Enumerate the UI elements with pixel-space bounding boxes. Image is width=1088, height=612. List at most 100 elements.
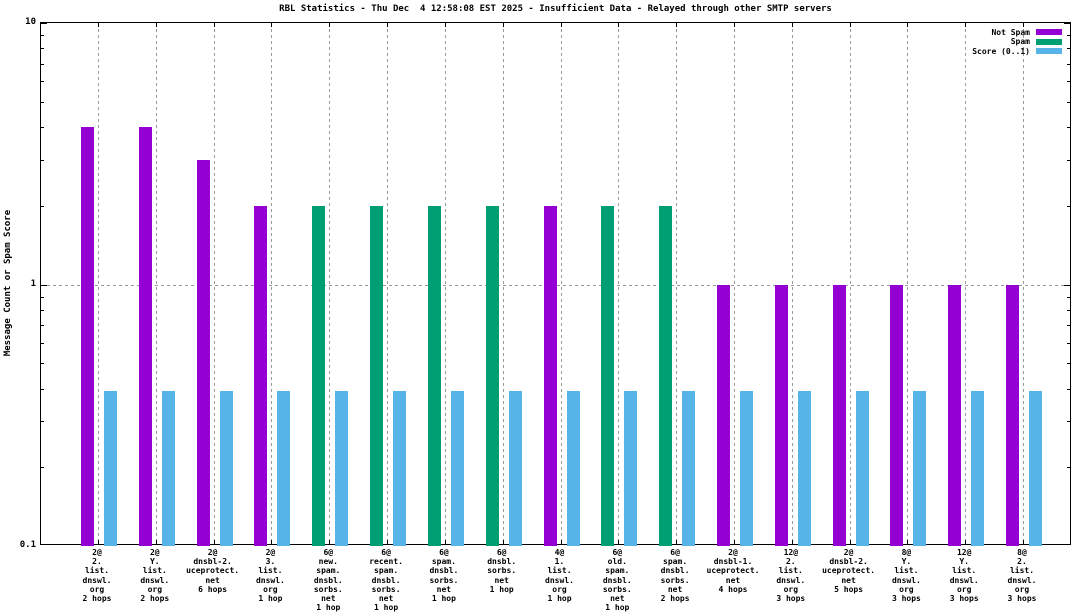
x-tick-bottom: [849, 540, 851, 544]
y-minor-tick: [1067, 35, 1070, 36]
bar-not-spam: [196, 159, 210, 546]
y-minor-tick: [1067, 296, 1070, 298]
y-minor-tick: [1067, 342, 1070, 344]
y-minor-tick: [41, 342, 44, 344]
x-tick-top: [618, 23, 620, 27]
y-minor-tick: [1067, 309, 1070, 311]
y-major-tick: [1064, 544, 1070, 545]
y-minor-tick: [41, 35, 44, 36]
x-tick-label: 2@ 2. list. dnswl. org 2 hops: [82, 548, 112, 604]
y-minor-tick: [1067, 81, 1070, 82]
bar-score: [797, 391, 811, 546]
y-minor-tick: [1067, 101, 1070, 103]
bar-score: [508, 391, 522, 546]
y-tick-label: 1: [30, 278, 36, 289]
x-tick-top: [213, 23, 215, 27]
x-tick-top: [271, 23, 273, 27]
y-minor-tick: [41, 363, 44, 365]
v-gridline: [965, 23, 967, 544]
bar-score: [104, 391, 117, 546]
plot-area: Not Spam Spam Score (0..1): [40, 22, 1071, 546]
legend-swatch-not-spam: [1036, 29, 1062, 35]
x-tick-label: 6@ old. spam. dnsbl. sorbs. net 1 hop: [602, 548, 632, 612]
bar-spam: [312, 205, 326, 546]
bar-spam: [427, 205, 441, 546]
x-tick-top: [502, 23, 504, 27]
legend-label-not-spam: Not Spam: [991, 27, 1030, 37]
x-tick-label: 8@ Y. list. dnswl. org 3 hops: [891, 548, 921, 604]
v-gridline: [387, 23, 389, 544]
x-tick-bottom: [1023, 540, 1024, 544]
y-minor-tick: [41, 421, 44, 423]
y-minor-tick: [41, 63, 44, 65]
y-tick-label: 10: [25, 17, 36, 27]
y-major-tick: [41, 284, 47, 286]
y-minor-tick: [41, 159, 44, 161]
legend-label-spam: Spam: [1010, 37, 1030, 46]
bar-not-spam: [543, 205, 557, 546]
x-tick-label: 12@ Y. list. dnswl. org 3 hops: [949, 548, 979, 604]
bar-score: [335, 391, 349, 546]
bar-not-spam: [717, 284, 730, 546]
bar-not-spam: [774, 284, 788, 546]
v-gridline: [907, 23, 909, 544]
y-minor-tick: [41, 205, 44, 207]
bar-score: [1029, 391, 1042, 546]
v-gridline: [155, 23, 157, 544]
y-minor-tick: [1067, 48, 1070, 50]
x-tick-label: 6@ recent. spam. dnsbl. sorbs. net 1 hop: [369, 548, 403, 612]
x-tick-top: [329, 23, 331, 27]
y-minor-tick: [41, 388, 44, 390]
v-gridline: [676, 23, 678, 544]
y-major-tick: [41, 544, 47, 545]
bar-score: [971, 391, 985, 546]
bar-score: [219, 391, 233, 546]
bar-score: [393, 391, 407, 546]
bar-score: [450, 391, 464, 546]
y-minor-tick: [1067, 363, 1070, 365]
x-tick-bottom: [502, 540, 504, 544]
x-tick-label: 8@ 2. list. dnswl. org 3 hops: [1007, 548, 1037, 604]
y-minor-tick: [41, 467, 44, 469]
v-gridline: [618, 23, 620, 544]
v-gridline: [98, 23, 99, 544]
legend-item-score: Score (0..1): [972, 47, 1062, 56]
x-tick-bottom: [965, 540, 967, 544]
x-tick-bottom: [329, 540, 331, 544]
x-tick-bottom: [676, 540, 678, 544]
x-tick-top: [444, 23, 446, 27]
x-tick-top: [849, 23, 851, 27]
x-tick-bottom: [98, 540, 99, 544]
x-tick-label: 4@ 1. list. dnswl. org 1 hop: [545, 548, 574, 604]
x-tick-label: 2@ dnsbl-1. uceprotect. net 4 hops: [706, 548, 760, 594]
x-tick-bottom: [618, 540, 620, 544]
bar-not-spam: [890, 284, 904, 546]
y-major-tick: [41, 23, 47, 24]
y-minor-tick: [41, 101, 44, 103]
bar-not-spam: [254, 205, 268, 546]
y-major-tick: [1064, 284, 1070, 286]
x-tick-top: [965, 23, 967, 27]
x-tick-label: 6@ new. spam. dnsbl. sorbs. net 1 hop: [313, 548, 343, 612]
v-gridline: [213, 23, 215, 544]
x-tick-label: 2@ Y. list. dnswl. org 2 hops: [140, 548, 170, 604]
y-minor-tick: [1067, 159, 1070, 161]
y-minor-tick: [1067, 421, 1070, 423]
legend-swatch-spam: [1036, 38, 1062, 45]
bar-not-spam: [832, 284, 846, 546]
y-minor-tick: [1067, 325, 1070, 326]
x-tick-bottom: [155, 540, 157, 544]
y-minor-tick: [1067, 388, 1070, 390]
x-tick-bottom: [791, 540, 793, 544]
y-minor-tick: [41, 296, 44, 298]
x-tick-bottom: [271, 540, 273, 544]
legend-item-spam: Spam: [1010, 37, 1062, 46]
x-tick-top: [734, 23, 735, 27]
bar-score: [913, 391, 927, 546]
y-tick-label: 0.1: [19, 540, 36, 550]
x-tick-top: [155, 23, 157, 27]
x-tick-top: [98, 23, 99, 27]
x-tick-label: 12@ 2. list. dnswl. org 3 hops: [776, 548, 806, 604]
y-major-tick: [1064, 23, 1070, 24]
